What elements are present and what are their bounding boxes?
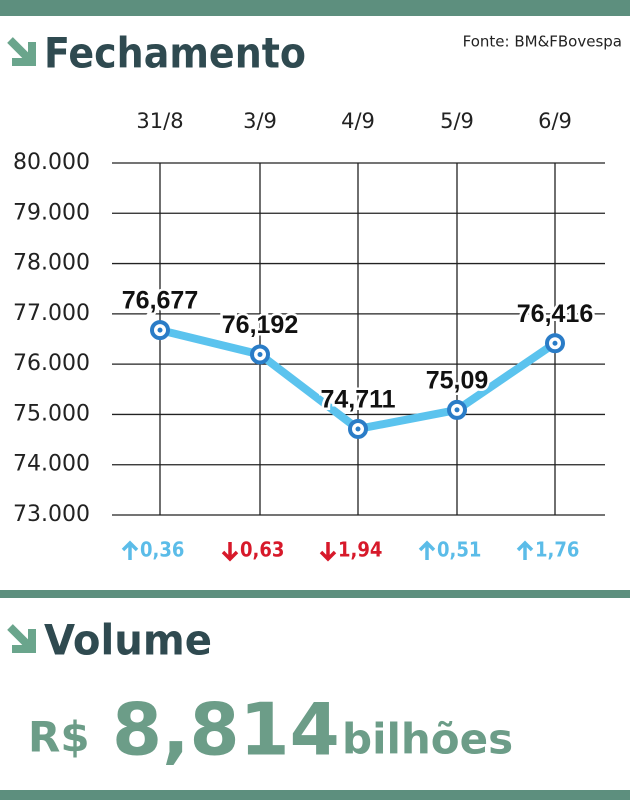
x-tick-label: 5/9: [440, 109, 474, 133]
data-label: 75,09: [426, 367, 489, 395]
data-label: 76,677: [122, 287, 198, 315]
marker-dot: [257, 351, 263, 357]
divider: [0, 590, 630, 598]
arrow-icon: [7, 37, 36, 66]
data-label: 76,416: [517, 300, 593, 328]
marker-dot: [157, 327, 163, 333]
marker-dot: [454, 407, 460, 413]
x-tick-label: 3/9: [243, 109, 277, 133]
marker-dot: [552, 340, 558, 346]
change-label: 0,36: [140, 538, 184, 562]
y-tick-label: 79.000: [13, 200, 90, 225]
source: Fonte: BM&FBovespa: [463, 33, 622, 51]
y-tick-label: 76.000: [13, 351, 90, 376]
y-tick-label: 73.000: [13, 502, 90, 527]
change-arrow: [221, 542, 239, 562]
volume-unit: bilhões: [342, 715, 513, 764]
x-tick-label: 6/9: [538, 109, 572, 133]
y-tick-label: 80.000: [13, 150, 90, 175]
y-tick-label: 74.000: [13, 452, 90, 477]
change-label: 0,51: [437, 538, 481, 562]
change-arrow: [418, 540, 436, 560]
change-label: 1,76: [535, 538, 579, 562]
marker-dot: [355, 426, 361, 432]
x-tick-label: 4/9: [341, 109, 375, 133]
arrow-icon: [7, 624, 36, 653]
y-tick-label: 77.000: [13, 301, 90, 326]
y-tick-label: 78.000: [13, 251, 90, 276]
change-label: 0,63: [240, 538, 284, 562]
data-label: 74,711: [320, 386, 395, 414]
change-label: 1,94: [338, 538, 382, 562]
data-label: 76,192: [222, 311, 298, 339]
y-tick-label: 75.000: [13, 401, 90, 426]
chart-title: Fechamento: [44, 29, 306, 78]
volume-amount: 8,814: [112, 688, 340, 772]
currency: R$: [28, 713, 90, 762]
x-tick-label: 31/8: [136, 109, 183, 133]
change-arrow: [319, 542, 337, 562]
volume-title: Volume: [44, 616, 212, 665]
change-arrow: [121, 540, 139, 560]
bottom-band: [0, 790, 630, 800]
change-arrow: [516, 540, 534, 560]
top-band: [0, 0, 630, 16]
